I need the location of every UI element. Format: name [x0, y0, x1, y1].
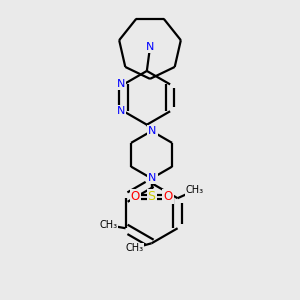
Text: CH₃: CH₃	[99, 220, 117, 230]
Text: N: N	[117, 80, 125, 89]
Text: O: O	[164, 190, 172, 203]
Text: CH₃: CH₃	[125, 243, 143, 253]
Text: S: S	[148, 190, 156, 203]
Text: N: N	[146, 42, 154, 52]
Text: N: N	[148, 173, 157, 184]
Text: N: N	[148, 126, 157, 136]
Text: O: O	[130, 190, 140, 203]
Text: N: N	[117, 106, 125, 116]
Text: CH₃: CH₃	[186, 185, 204, 195]
